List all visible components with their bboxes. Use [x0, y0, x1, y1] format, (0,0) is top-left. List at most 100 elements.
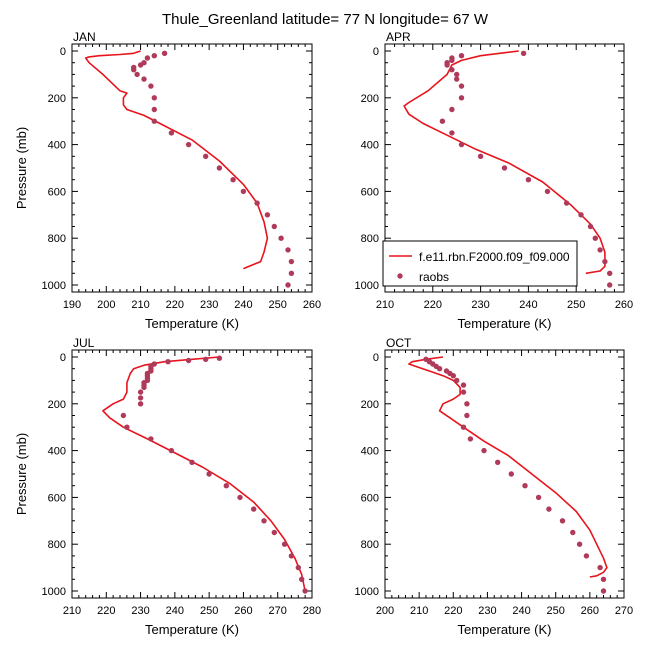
raobs-point: [544, 188, 551, 195]
x-axis-label: Temperature (K): [458, 316, 552, 331]
y-tick-label: 1000: [42, 586, 66, 598]
raobs-point: [583, 553, 590, 559]
y-tick-label: 800: [48, 233, 66, 245]
raobs-point: [458, 53, 465, 59]
x-tick-label: 260: [303, 299, 321, 311]
legend: f.e11.rbn.F2000.f09_f09.000 raobs: [382, 240, 578, 287]
raobs-point: [161, 50, 168, 56]
raobs-point: [124, 424, 130, 430]
raobs-point: [134, 71, 140, 78]
raobs-point: [278, 235, 284, 241]
x-tick-label: 230: [131, 605, 149, 617]
x-tick-label: 220: [97, 605, 115, 617]
raobs-point: [285, 282, 291, 288]
raobs-point: [230, 177, 236, 183]
y-tick-label: 400: [48, 446, 66, 458]
raobs-point: [168, 130, 175, 136]
y-axis-label: Pressure (mb): [14, 433, 29, 515]
raobs-point: [597, 564, 603, 571]
x-tick-label: 260: [581, 605, 599, 617]
plot-frame: [71, 349, 313, 599]
x-tick-label: 280: [303, 605, 321, 617]
raobs-point: [151, 118, 157, 124]
raobs-point: [481, 447, 487, 454]
raobs-point: [449, 57, 455, 64]
raobs-point: [508, 471, 514, 477]
x-tick-label: 210: [131, 299, 149, 311]
x-axis-label: Temperature (K): [458, 622, 552, 637]
x-tick-label: 240: [166, 605, 184, 617]
raobs-point: [148, 83, 154, 89]
x-axis-label: Temperature (K): [145, 622, 239, 637]
x-tick-label: 230: [471, 299, 489, 311]
y-tick-label: 1000: [42, 280, 66, 292]
raobs-point: [254, 200, 260, 206]
raobs-point: [592, 235, 598, 241]
raobs-point: [450, 373, 456, 379]
raobs-point: [148, 436, 154, 442]
raobs-point: [302, 588, 308, 594]
raobs-point: [216, 355, 223, 361]
raobs-point: [570, 529, 576, 536]
plot-frame: [384, 349, 625, 599]
raobs-point: [237, 494, 243, 501]
x-tick-label: 270: [269, 605, 287, 617]
raobs-point: [288, 258, 295, 265]
y-tick-label: 200: [361, 399, 379, 411]
x-tick-label: 250: [567, 299, 585, 311]
y-tick-label: 400: [361, 446, 379, 458]
raobs-point: [449, 106, 455, 113]
raobs-point: [271, 223, 277, 230]
raobs-point: [439, 118, 446, 124]
raobs-point: [271, 529, 277, 536]
y-tick-label: 200: [48, 93, 66, 105]
legend-raobs-swatch: [397, 273, 403, 279]
raobs-point: [449, 67, 455, 73]
raobs-point: [151, 95, 157, 101]
x-tick-label: 240: [512, 605, 530, 617]
y-tick-label: 600: [48, 186, 66, 198]
x-tick-label: 250: [200, 605, 218, 617]
x-tick-label: 220: [444, 605, 462, 617]
raobs-point: [454, 76, 460, 82]
raobs-point: [460, 424, 467, 430]
raobs-point: [576, 541, 583, 547]
raobs-point: [600, 576, 607, 582]
panel-jan: 190 200 210 220 230 240 250 260 0 200 400 600 800 100…: [14, 30, 321, 331]
y-tick-label: 600: [361, 492, 379, 504]
raobs-point: [477, 153, 484, 159]
y-tick-label: 0: [373, 46, 379, 58]
panel-oct: 200 210 220 230 240 250 260 270 0 200 400 600 800 100…: [355, 336, 634, 637]
raobs-point: [458, 83, 465, 89]
raobs-point: [288, 270, 295, 276]
raobs-point: [578, 212, 584, 218]
x-tick-label: 190: [63, 299, 81, 311]
panel-apr: 210 220 230 240 250 260 0 200 400 600 800 1000 APR Te…: [355, 30, 634, 331]
raobs-point: [141, 384, 147, 391]
raobs-point: [460, 389, 467, 395]
x-tick-label: 270: [615, 605, 633, 617]
x-tick-label: 260: [234, 605, 252, 617]
y-tick-label: 800: [48, 539, 66, 551]
raobs-point: [151, 53, 157, 59]
raobs-point: [467, 436, 474, 442]
raobs-point: [607, 270, 613, 276]
x-tick-label: 250: [269, 299, 287, 311]
raobs-point: [137, 389, 144, 395]
raobs-point: [563, 200, 570, 206]
raobs-point: [436, 366, 443, 372]
raobs-point: [288, 553, 295, 559]
y-tick-label: 800: [361, 233, 379, 245]
model-profile-line: [84, 50, 269, 270]
raobs-point: [165, 359, 171, 365]
figure-title: Thule_Greenland latitude= 77 N longitude…: [162, 11, 489, 28]
raobs-point: [141, 76, 147, 82]
raobs-point: [203, 153, 209, 159]
raobs-point: [460, 382, 467, 388]
y-tick-label: 600: [361, 186, 379, 198]
raobs-point: [295, 564, 301, 571]
y-axis-label: Pressure (mb): [14, 127, 29, 209]
x-tick-label: 220: [424, 299, 442, 311]
raobs-point: [525, 177, 532, 183]
raobs-point: [151, 106, 157, 113]
